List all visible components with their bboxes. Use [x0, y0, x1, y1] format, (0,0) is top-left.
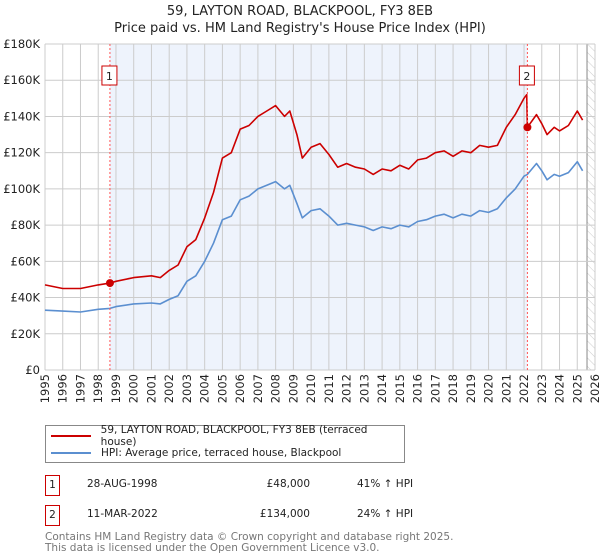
- transaction-marker: 1: [45, 475, 60, 496]
- x-tick-label: 2008: [269, 374, 283, 403]
- legend-swatch-red: [51, 435, 91, 437]
- transaction-hpi: 24% ↑ HPI: [357, 508, 414, 520]
- hpi-line: [44, 160, 584, 313]
- x-tick-label: 2021: [499, 374, 513, 403]
- x-tick-label: 2002: [162, 374, 176, 403]
- x-tick-label: 2024: [553, 374, 567, 403]
- sale-label-box: [101, 65, 118, 86]
- x-tick-label: 2016: [411, 374, 425, 403]
- x-tick-label: 2017: [428, 374, 442, 403]
- property-price-line: [44, 93, 584, 290]
- transaction-hpi: 41% ↑ HPI: [357, 478, 414, 490]
- sale-label: 2: [523, 70, 530, 83]
- y-tick-label: £80K: [11, 218, 41, 232]
- transaction-row: 2 11-MAR-2022 £134,000 24% ↑ HPI: [45, 505, 565, 526]
- legend-item-property: 59, LAYTON ROAD, BLACKPOOL, FY3 8EB (ter…: [46, 424, 404, 448]
- legend-label-hpi: HPI: Average price, terraced house, Blac…: [101, 447, 342, 459]
- transaction-date: 11-MAR-2022: [87, 508, 158, 520]
- footer-licence: This data is licensed under the Open Gov…: [45, 542, 380, 554]
- y-tick-label: £120K: [3, 146, 40, 160]
- y-tick-label: £40K: [11, 291, 41, 305]
- x-tick-label: 2010: [304, 374, 318, 403]
- footer-copyright: Contains HM Land Registry data © Crown c…: [45, 531, 454, 543]
- y-tick-label: £140K: [3, 109, 40, 123]
- x-tick-label: 2001: [144, 374, 158, 403]
- x-tick-label: 1996: [56, 374, 70, 403]
- sale-label-box: [518, 65, 535, 86]
- ownership-shade: [109, 44, 528, 370]
- x-tick-label: 2012: [340, 374, 354, 403]
- y-tick-label: £20K: [11, 327, 41, 341]
- x-tick-label: 2007: [251, 374, 265, 403]
- legend: 59, LAYTON ROAD, BLACKPOOL, FY3 8EB (ter…: [45, 424, 405, 463]
- x-tick-label: 2026: [588, 374, 600, 403]
- x-tick-label: 2005: [215, 374, 229, 403]
- x-tick-label: 1998: [91, 374, 105, 403]
- x-tick-label: 2003: [180, 374, 194, 403]
- chart-title: 59, LAYTON ROAD, BLACKPOOL, FY3 8EB: [166, 4, 434, 19]
- x-tick-label: 1999: [109, 374, 123, 403]
- transaction-marker: 2: [45, 505, 60, 526]
- price-chart: 1995 1996 1997 1998 1999 2000 2001 2002 2003 2004…: [3, 37, 600, 403]
- x-tick-label: 1997: [73, 374, 87, 403]
- x-tick-label: 2004: [198, 374, 212, 403]
- x-tick-label: 2013: [357, 374, 371, 403]
- x-tick-label: 2006: [233, 374, 247, 403]
- x-tick-label: 2022: [517, 374, 531, 403]
- x-tick-label: 2011: [322, 374, 336, 403]
- x-tick-label: 2009: [286, 374, 300, 403]
- x-tick-label: 2000: [127, 374, 141, 403]
- transaction-date: 28-AUG-1998: [87, 478, 158, 490]
- x-tick-label: 2019: [464, 374, 478, 403]
- x-tick-label: 2020: [482, 374, 496, 403]
- transaction-price: £134,000: [259, 508, 310, 520]
- x-tick-label: 2018: [446, 374, 460, 403]
- legend-label-property: 59, LAYTON ROAD, BLACKPOOL, FY3 8EB (ter…: [100, 424, 368, 448]
- y-tick-label: £60K: [11, 254, 41, 268]
- x-tick-label: 1995: [38, 374, 52, 403]
- transaction-row: 1 28-AUG-1998 £48,000 41% ↑ HPI: [45, 475, 565, 496]
- sale-label: 1: [106, 70, 113, 83]
- sale-point: [105, 279, 114, 288]
- x-tick-label: 2014: [375, 374, 389, 403]
- legend-swatch-blue: [51, 452, 91, 454]
- y-tick-label: £0: [25, 363, 40, 377]
- transaction-price: £48,000: [266, 478, 310, 490]
- x-tick-label: 2023: [535, 374, 549, 403]
- sale-point: [523, 123, 532, 132]
- x-tick-label: 2025: [570, 374, 584, 403]
- x-tick-label: 2015: [393, 374, 407, 403]
- y-tick-label: £180K: [3, 37, 40, 51]
- future-hatch: [587, 44, 595, 370]
- chart-subtitle: Price paid vs. HM Land Registry's House …: [114, 21, 486, 36]
- y-tick-label: £100K: [3, 182, 40, 196]
- y-tick-label: £160K: [3, 73, 40, 87]
- legend-item-hpi: HPI: Average price, terraced house, Blac…: [46, 445, 341, 461]
